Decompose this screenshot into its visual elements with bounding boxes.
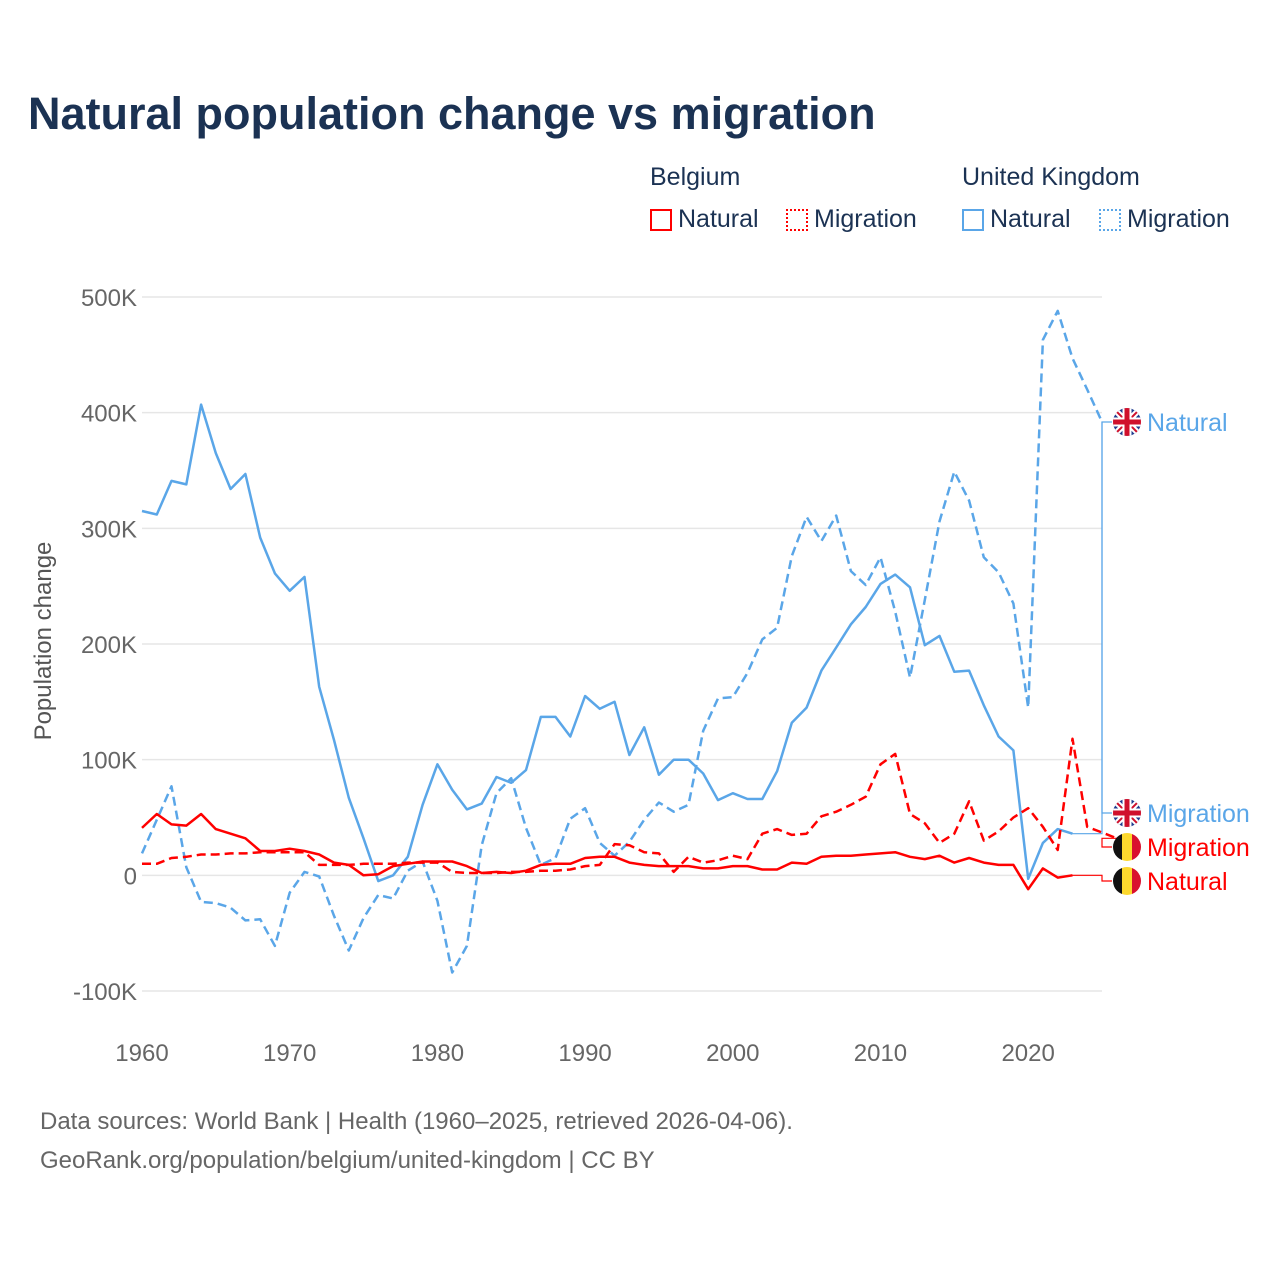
x-tick-label: 2010 xyxy=(854,1040,907,1067)
x-tick-label: 1980 xyxy=(411,1040,464,1067)
x-tick-label: 1990 xyxy=(558,1040,611,1067)
end-label-connector xyxy=(1101,421,1112,814)
y-tick-label: 400K xyxy=(81,401,137,428)
legend-item-uk-migration[interactable]: Migration xyxy=(1099,205,1230,234)
y-tick-label: 200K xyxy=(81,632,137,659)
legend-label: Natural xyxy=(990,205,1071,233)
x-tick-label: 2000 xyxy=(706,1040,759,1067)
series-line-united-kingdom-migration xyxy=(140,309,1104,974)
legend-group-uk: United Kingdom xyxy=(962,163,1140,191)
x-tick-label: 1970 xyxy=(263,1040,316,1067)
end-label: Migration xyxy=(1147,800,1250,828)
end-label: Natural xyxy=(1147,409,1228,437)
solid-swatch-icon xyxy=(962,208,984,231)
x-tick-label: 2020 xyxy=(1001,1040,1054,1067)
series-line-belgium-migration xyxy=(142,737,1118,875)
y-tick-label: 300K xyxy=(81,516,137,543)
legend-item-uk-natural[interactable]: Natural xyxy=(962,205,1071,234)
belgium-flag-icon xyxy=(1112,866,1142,896)
dotted-swatch-icon xyxy=(786,208,808,231)
series-line-united-kingdom-natural xyxy=(141,403,1073,883)
legend-group-belgium: Belgium xyxy=(650,163,741,191)
legend-label: Migration xyxy=(1127,205,1230,233)
y-tick-label: -100K xyxy=(73,979,137,1006)
y-axis-label: Population change xyxy=(30,542,57,741)
legend-item-belgium-natural[interactable]: Natural xyxy=(650,205,759,234)
footer-attribution[interactable]: GeoRank.org/population/belgium/united-ki… xyxy=(40,1147,655,1174)
legend-label: Natural xyxy=(678,205,759,233)
y-tick-label: 500K xyxy=(81,285,137,312)
footer-sources: Data sources: World Bank | Health (1960–… xyxy=(40,1108,793,1135)
legend-label: Migration xyxy=(814,205,917,233)
end-label-connector xyxy=(1101,837,1117,848)
y-tick-label: 0 xyxy=(124,863,137,890)
solid-swatch-icon xyxy=(650,208,672,231)
chart-title: Natural population change vs migration xyxy=(28,88,876,139)
belgium-flag-icon xyxy=(1112,832,1142,862)
uk-flag-icon xyxy=(1112,407,1142,437)
end-label: Migration xyxy=(1147,834,1250,862)
end-label-connector xyxy=(1072,874,1112,882)
end-label-connector xyxy=(1072,421,1112,835)
end-label: Natural xyxy=(1147,868,1228,896)
dotted-swatch-icon xyxy=(1099,208,1121,231)
uk-flag-icon xyxy=(1112,798,1142,828)
x-tick-label: 1960 xyxy=(115,1040,168,1067)
series-line-belgium-natural xyxy=(141,812,1073,891)
y-tick-label: 100K xyxy=(81,748,137,775)
legend-item-belgium-migration[interactable]: Migration xyxy=(786,205,917,234)
